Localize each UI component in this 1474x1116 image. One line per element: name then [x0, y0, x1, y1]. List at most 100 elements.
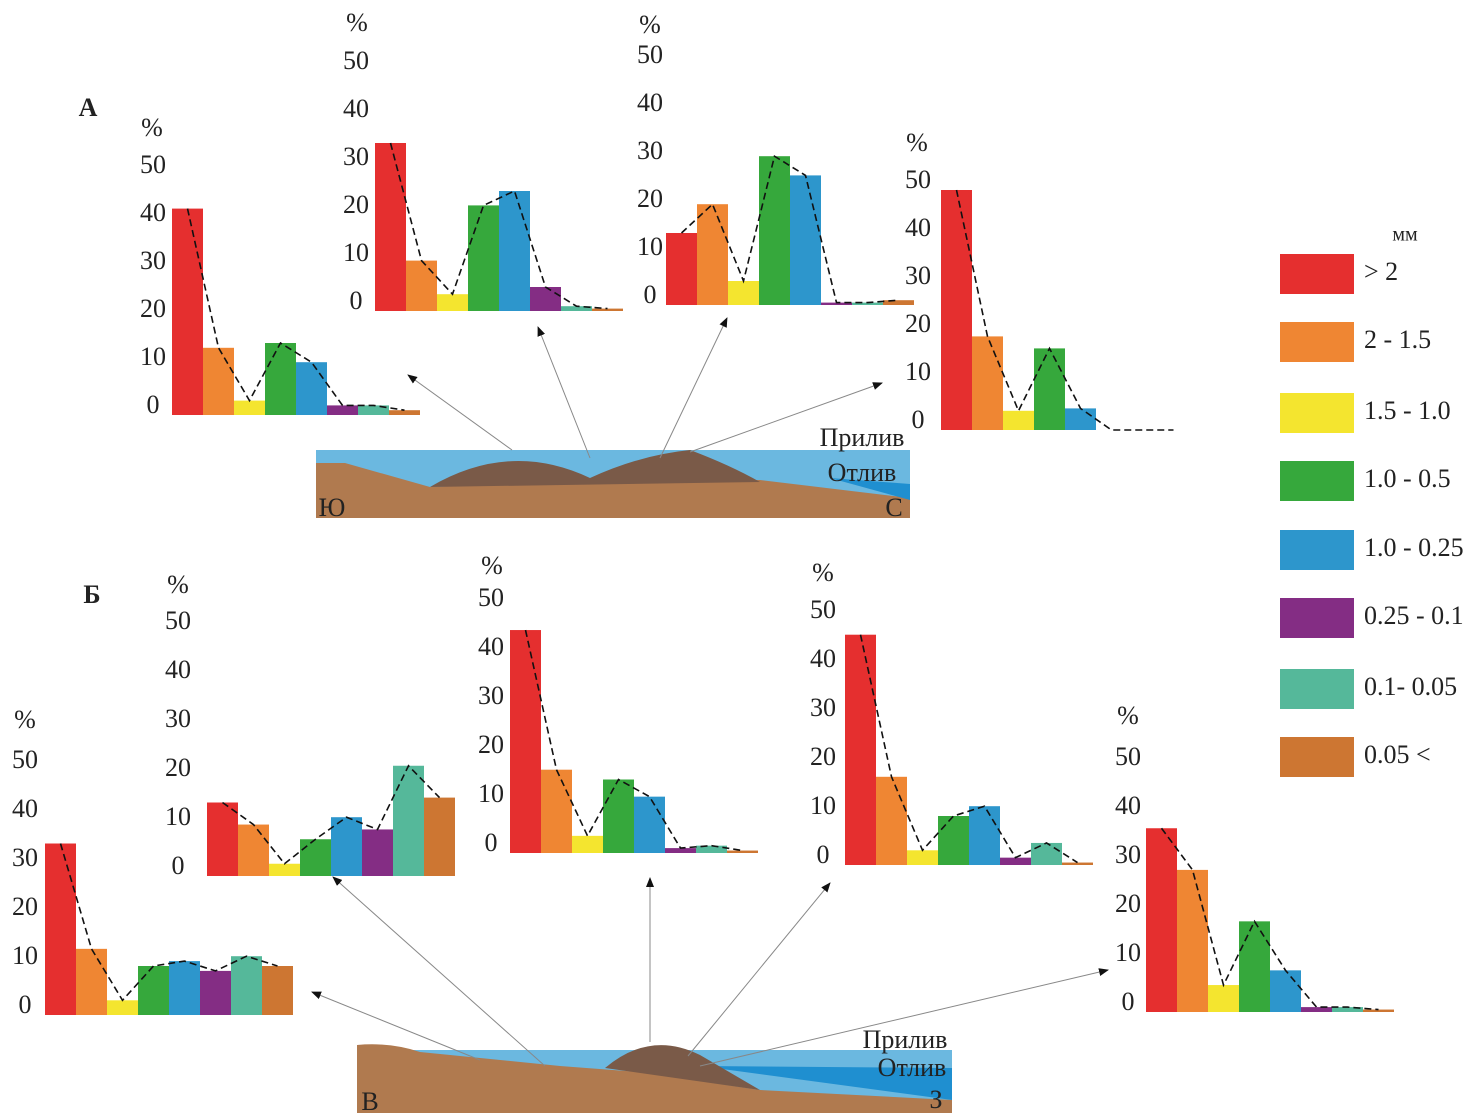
direction: Ю	[319, 493, 346, 522]
y-tick-label: 10	[165, 802, 191, 831]
y-tick-label: 0	[817, 840, 830, 869]
direction: С	[885, 493, 902, 522]
bar	[1363, 1010, 1394, 1012]
y-tick-label: 30	[12, 843, 38, 872]
y-tick-label: 20	[140, 294, 166, 323]
bar	[883, 300, 914, 305]
bar	[1003, 411, 1034, 430]
bar	[1270, 970, 1301, 1012]
y-tick-label: 40	[1115, 791, 1141, 820]
bar	[231, 956, 262, 1015]
arrows	[312, 318, 1108, 1066]
y-axis-label: %	[906, 128, 928, 157]
y-tick-label: 40	[637, 88, 663, 117]
y-tick-label: 30	[343, 142, 369, 171]
bar	[331, 817, 362, 876]
legend-swatch	[1280, 461, 1354, 501]
y-tick-label: 20	[810, 742, 836, 771]
y-axis-label: %	[1117, 701, 1139, 730]
y-tick-label: 50	[905, 165, 931, 194]
cross-section: Прилив Отлив В З	[357, 1025, 952, 1116]
bar	[541, 770, 572, 853]
legend-label: 0.1- 0.05	[1364, 672, 1457, 701]
bar	[1239, 921, 1270, 1012]
bar	[262, 966, 293, 1015]
bar	[972, 336, 1003, 430]
bar	[1208, 985, 1239, 1012]
legend-swatch	[1280, 530, 1354, 570]
bar	[327, 405, 358, 415]
bar	[207, 803, 238, 877]
legend-swatch	[1280, 393, 1354, 433]
y-tick-label: 40	[905, 213, 931, 242]
legend-swatch	[1280, 322, 1354, 362]
y-tick-label: 0	[19, 990, 32, 1019]
y-tick-label: 0	[644, 280, 657, 309]
y-tick-label: 50	[12, 745, 38, 774]
y-axis-label: %	[14, 705, 36, 734]
bar	[107, 1000, 138, 1015]
y-tick-label: 50	[343, 46, 369, 75]
y-axis-label: %	[346, 8, 368, 37]
y-tick-label: 20	[905, 309, 931, 338]
bar	[603, 780, 634, 854]
bar	[941, 190, 972, 430]
bar	[76, 949, 107, 1015]
y-axis-label: %	[639, 10, 661, 39]
y-tick-label: 40	[343, 94, 369, 123]
bar	[572, 836, 603, 853]
bar	[437, 294, 468, 311]
y-tick-label: 30	[140, 246, 166, 275]
y-axis-label: %	[167, 570, 189, 599]
bar	[1146, 828, 1177, 1012]
legend-swatch	[1280, 737, 1354, 777]
bar	[1065, 408, 1096, 430]
bar	[969, 806, 1000, 865]
legend-swatch	[1280, 598, 1354, 638]
bar	[1000, 858, 1031, 865]
y-tick-label: 20	[165, 753, 191, 782]
y-tick-label: 0	[912, 405, 925, 434]
y-tick-label: 20	[1115, 889, 1141, 918]
legend-swatch	[1280, 254, 1354, 294]
bar	[845, 635, 876, 865]
y-axis-label: %	[812, 558, 834, 587]
y-tick-label: 0	[1122, 987, 1135, 1016]
tide-low: Отлив	[878, 1053, 947, 1082]
y-tick-label: 10	[343, 238, 369, 267]
bar	[1034, 348, 1065, 430]
bar	[172, 209, 203, 415]
panel-label: Б	[83, 580, 100, 609]
bar	[530, 287, 561, 311]
y-tick-label: 20	[343, 190, 369, 219]
y-tick-label: 50	[165, 606, 191, 635]
bar	[938, 816, 969, 865]
bar	[389, 410, 420, 415]
legend-label: 0.25 - 0.1	[1364, 601, 1464, 630]
tide-low: Отлив	[828, 458, 897, 487]
y-tick-label: 30	[478, 681, 504, 710]
y-tick-label: 0	[172, 851, 185, 880]
y-tick-label: 10	[140, 342, 166, 371]
bar	[468, 205, 499, 311]
bar	[203, 348, 234, 415]
bar	[1031, 843, 1062, 865]
y-tick-label: 40	[12, 794, 38, 823]
bar	[666, 233, 697, 305]
bar	[499, 191, 530, 311]
tide-high: Прилив	[820, 423, 905, 452]
bar	[269, 864, 300, 876]
legend-label: 1.0 - 0.25	[1364, 533, 1464, 562]
y-tick-label: 10	[637, 232, 663, 261]
panel-label: А	[79, 93, 98, 122]
bar	[1177, 870, 1208, 1012]
y-tick-label: 0	[147, 390, 160, 419]
y-tick-label: 30	[165, 704, 191, 733]
y-tick-label: 20	[12, 892, 38, 921]
bar	[238, 825, 269, 876]
y-tick-label: 30	[905, 261, 931, 290]
bar	[759, 156, 790, 305]
y-tick-label: 10	[1115, 938, 1141, 967]
legend-label: 2 - 1.5	[1364, 325, 1431, 354]
bar	[876, 777, 907, 865]
